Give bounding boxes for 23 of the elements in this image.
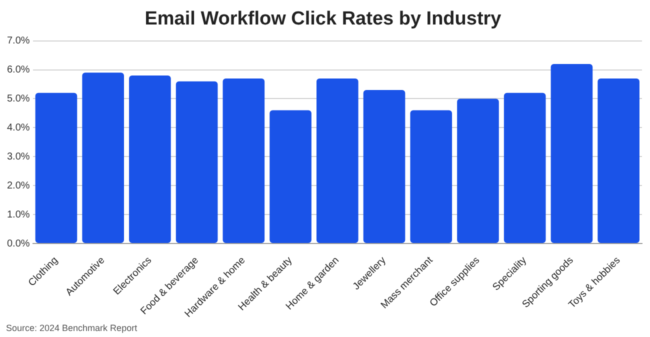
y-tick-label: 6.0% (6, 64, 30, 76)
y-tick-label: 7.0% (6, 36, 30, 47)
bar (363, 90, 406, 244)
chart-title: Email Workflow Click Rates by Industry (144, 8, 502, 30)
y-tick-label: 3.0% (6, 151, 30, 162)
bar (82, 72, 124, 244)
bar (35, 92, 78, 244)
bar (504, 92, 546, 244)
y-tick-label: 0.0% (6, 238, 30, 250)
source-note: Source: 2024 Benchmark Report (6, 322, 138, 333)
y-tick-label: 5.0% (6, 93, 30, 104)
bar (222, 78, 265, 244)
y-tick-label: 1.0% (6, 209, 30, 220)
bar (457, 98, 499, 244)
y-tick-label: 4.0% (6, 122, 30, 134)
bar (598, 78, 640, 244)
y-tick-label: 2.0% (6, 180, 30, 192)
bar (176, 81, 218, 244)
bar (316, 78, 358, 244)
bar (270, 110, 312, 244)
bar (550, 64, 593, 244)
bar (129, 76, 171, 244)
bar (410, 110, 452, 244)
